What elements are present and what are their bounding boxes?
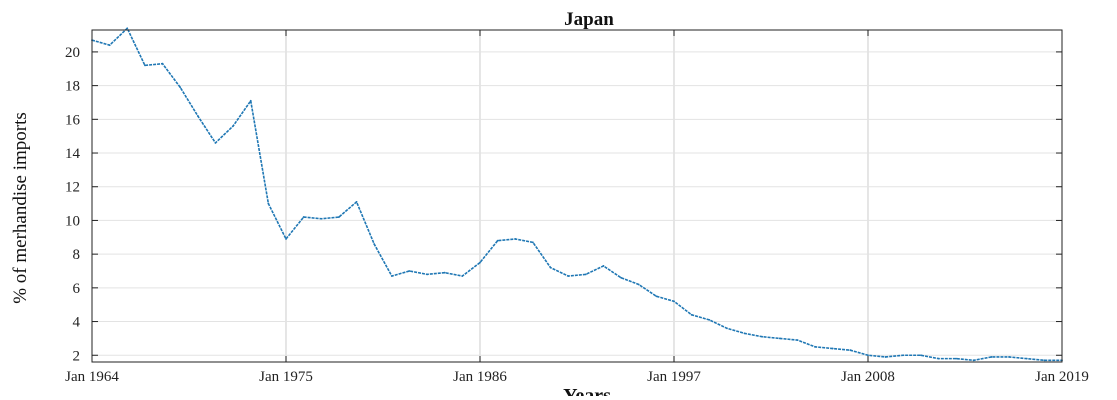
- data-point: [937, 357, 940, 360]
- y-axis-ticks: 2 4 6 8 10 12 14 16 18 20: [65, 45, 1062, 364]
- y-tick-label: 2: [73, 348, 81, 364]
- data-point: [161, 62, 164, 65]
- data-point: [673, 300, 675, 303]
- data-point: [496, 239, 499, 242]
- data-point: [1008, 356, 1010, 358]
- data-point: [479, 261, 481, 264]
- data-point: [549, 266, 552, 269]
- data-point: [884, 356, 887, 358]
- x-tick-label: Jan 1997: [647, 369, 701, 385]
- y-tick-label: 6: [73, 281, 81, 297]
- data-point: [743, 332, 746, 335]
- y-tick-label: 4: [73, 315, 81, 331]
- y-tick-label: 18: [65, 79, 80, 95]
- data-point: [302, 216, 305, 218]
- data-point: [620, 276, 622, 279]
- x-tick-label: Jan 1964: [65, 369, 119, 385]
- data-point: [1043, 359, 1046, 362]
- data-point: [1025, 357, 1028, 360]
- data-point: [179, 86, 182, 89]
- data-point: [285, 238, 287, 240]
- x-tick-label: Jan 1975: [259, 369, 313, 385]
- data-point: [567, 275, 570, 277]
- x-axis-ticks: Jan 1964 Jan 1975 Jan 1986 Jan 1997 Jan 2008…: [65, 30, 1089, 385]
- data-point: [990, 356, 993, 358]
- data-point: [761, 335, 764, 338]
- data-point: [637, 283, 640, 286]
- data-point: [726, 327, 728, 330]
- data-point: [902, 354, 905, 357]
- data-point: [126, 27, 129, 30]
- data-point: [267, 202, 270, 205]
- data-point: [338, 216, 340, 218]
- data-point: [584, 273, 587, 276]
- data-point: [972, 359, 975, 362]
- data-point: [814, 345, 816, 348]
- data-point: [249, 99, 252, 102]
- data-point: [920, 354, 922, 357]
- data-point: [602, 265, 605, 267]
- data-point: [532, 241, 534, 244]
- series-layer: [91, 27, 1063, 362]
- plot-background: [92, 30, 1062, 362]
- data-point: [426, 273, 428, 276]
- data-point: [655, 295, 658, 298]
- y-tick-label: 8: [73, 247, 81, 263]
- plot-frame: [91, 29, 1063, 363]
- y-axis-title: % of merhandise imports: [10, 112, 31, 304]
- y-tick-label: 16: [65, 112, 81, 128]
- data-point: [443, 271, 446, 274]
- data-point: [408, 270, 411, 272]
- data-point: [778, 337, 781, 340]
- data-point: [831, 347, 834, 350]
- data-point: [196, 115, 199, 117]
- data-point: [514, 238, 517, 240]
- series-line: [91, 27, 1062, 362]
- data-point: [867, 354, 869, 357]
- data-point: [461, 275, 464, 277]
- y-tick-label: 10: [65, 213, 80, 229]
- data-point: [232, 125, 234, 127]
- data-point: [320, 217, 323, 220]
- data-point: [373, 243, 376, 245]
- chart-title: Japan: [564, 9, 614, 30]
- data-point: [796, 339, 799, 341]
- x-axis-title: Years: [563, 385, 611, 396]
- data-point: [849, 349, 852, 352]
- y-tick-label: 20: [65, 45, 80, 61]
- data-point: [708, 318, 711, 321]
- y-tick-label: 12: [65, 180, 80, 196]
- x-tick-label: Jan 2019: [1035, 369, 1089, 385]
- x-tick-label: Jan 1986: [453, 369, 507, 385]
- data-point: [355, 201, 358, 203]
- data-point: [108, 44, 111, 47]
- data-point: [690, 313, 693, 316]
- data-point: [390, 275, 393, 277]
- data-point: [214, 142, 217, 144]
- y-tick-label: 14: [65, 146, 81, 162]
- x-tick-label: Jan 2008: [841, 369, 895, 385]
- data-point: [144, 64, 146, 67]
- data-point: [955, 357, 958, 360]
